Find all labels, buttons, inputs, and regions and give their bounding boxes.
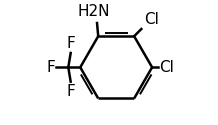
Text: F: F — [66, 84, 75, 99]
Text: F: F — [46, 60, 55, 75]
Text: Cl: Cl — [159, 60, 174, 75]
Text: Cl: Cl — [144, 12, 159, 27]
Text: H2N: H2N — [77, 4, 110, 20]
Text: F: F — [66, 36, 75, 51]
